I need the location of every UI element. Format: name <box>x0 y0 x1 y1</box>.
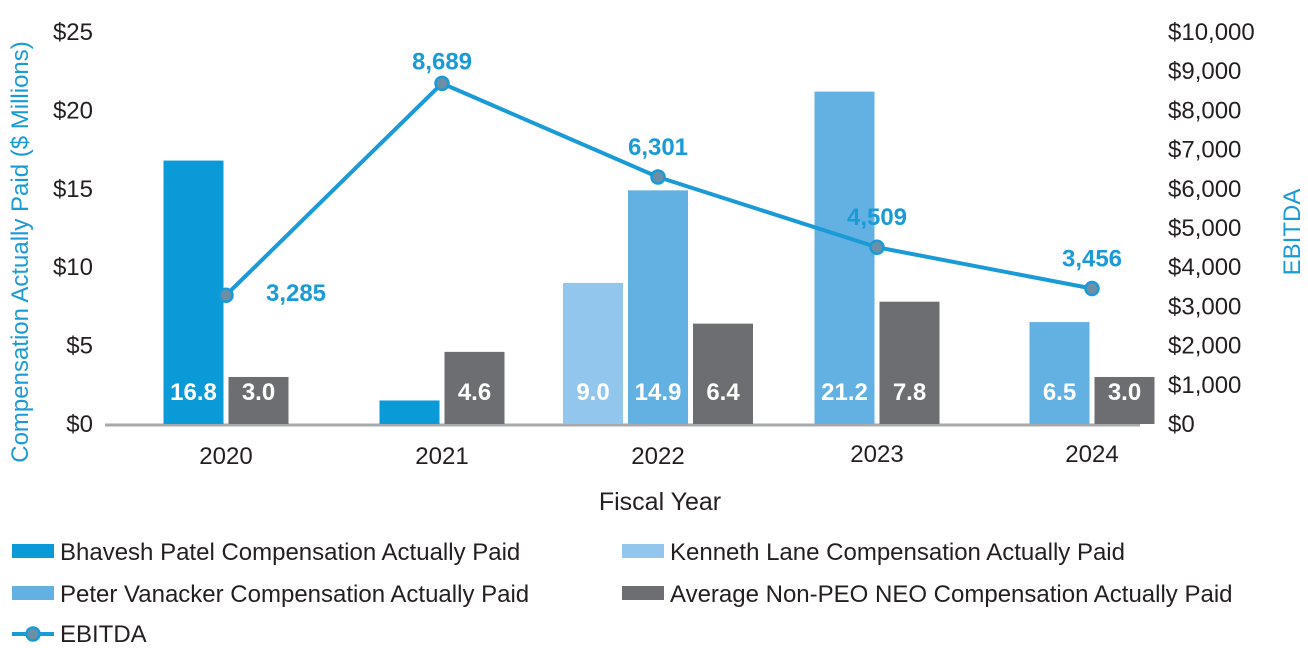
ebitda-point <box>869 239 885 255</box>
y2-axis-title: EBITDA <box>1279 189 1306 276</box>
legend-swatch <box>622 586 664 600</box>
y2-tick-label: $5,000 <box>1168 215 1241 242</box>
ebitda-label: 6,301 <box>628 134 688 161</box>
ebitda-label: 8,689 <box>412 48 472 75</box>
y2-tick-label: $10,000 <box>1168 19 1255 46</box>
ebitda-point <box>650 169 666 185</box>
legend-label: Bhavesh Patel Compensation Actually Paid <box>60 539 520 566</box>
ebitda-label: 3,456 <box>1062 246 1122 273</box>
x-axis-title: Fiscal Year <box>599 488 721 516</box>
ebitda-point <box>434 75 450 92</box>
bar <box>1094 376 1155 424</box>
bar-value-label: 9.0 <box>576 379 609 406</box>
y2-tick-label: $8,000 <box>1168 97 1241 124</box>
ebitda-point <box>1084 280 1100 297</box>
bar-value-label: 6.4 <box>706 379 740 406</box>
y2-tick-label: $7,000 <box>1168 137 1241 164</box>
legend-line-marker <box>25 626 41 642</box>
bar <box>879 301 940 424</box>
y2-tick-label: $6,000 <box>1168 176 1241 203</box>
legend-label: Kenneth Lane Compensation Actually Paid <box>670 539 1125 566</box>
y-tick-label: $5 <box>66 333 93 360</box>
bar-value-label: 4.6 <box>458 379 491 406</box>
y-tick-label: $0 <box>66 411 93 438</box>
bar <box>563 282 623 424</box>
bar-value-label: 3.0 <box>1108 379 1141 406</box>
y-tick-label: $15 <box>53 176 93 203</box>
x-tick-label: 2024 <box>1065 441 1118 468</box>
x-tick-label: 2021 <box>415 443 468 470</box>
bar <box>1029 322 1090 424</box>
y-axis-title: Compensation Actually Paid ($ Millions) <box>7 41 34 463</box>
bar-value-label: 1.5 <box>393 379 426 406</box>
bars-layer: 16.8 3.0 1.5 4.6 9.0 14.9 6.4 21.2 7.8 6.5 3.0 <box>163 91 1155 425</box>
legend-swatch <box>12 586 54 600</box>
x-tick-label: 2023 <box>850 441 903 468</box>
bar <box>628 190 688 424</box>
bar-value-label: 16.8 <box>170 379 217 406</box>
y2-tick-label: $4,000 <box>1168 254 1241 281</box>
bar <box>693 323 753 424</box>
bar <box>814 91 875 425</box>
legend-swatch <box>12 544 54 558</box>
bar-value-label: 7.8 <box>893 379 926 406</box>
y2-tick-label: $0 <box>1168 411 1195 438</box>
bar <box>228 376 289 424</box>
y2-tick-label: $3,000 <box>1168 293 1241 320</box>
bar <box>379 400 440 424</box>
y-tick-label: $25 <box>53 19 93 46</box>
bar-value-label: 21.2 <box>821 379 868 406</box>
bar <box>444 351 505 424</box>
y-tick-label: $20 <box>53 97 93 124</box>
bar <box>163 160 224 425</box>
x-tick-label: 2022 <box>631 443 684 470</box>
y2-tick-label: $1,000 <box>1168 372 1241 399</box>
bar-value-label: 3.0 <box>242 379 275 406</box>
legend-label: EBITDA <box>60 621 147 648</box>
legend-label: Average Non-PEO NEO Compensation Actuall… <box>670 581 1233 608</box>
bar-value-label: 6.5 <box>1043 379 1076 406</box>
x-tick-label: 2020 <box>199 443 252 470</box>
axes-layer: $0 $5 $10 $15 $20 $25 $0 $1,000 $2,000 $3,000 $4,0… <box>7 19 1306 516</box>
bar-value-label: 14.9 <box>635 379 682 406</box>
y-tick-label: $10 <box>53 254 93 281</box>
ebitda-line-layer: 3,285 8,689 6,301 4,509 3,456 <box>218 48 1122 307</box>
ebitda-point <box>218 287 234 303</box>
legend: Bhavesh Patel Compensation Actually Paid… <box>12 539 1233 648</box>
ebitda-label: 4,509 <box>847 204 907 231</box>
legend-swatch <box>622 544 664 558</box>
ebitda-label: 3,285 <box>266 280 326 307</box>
y2-tick-label: $9,000 <box>1168 58 1241 85</box>
y2-tick-label: $2,000 <box>1168 333 1241 360</box>
legend-label: Peter Vanacker Compensation Actually Pai… <box>60 581 529 608</box>
